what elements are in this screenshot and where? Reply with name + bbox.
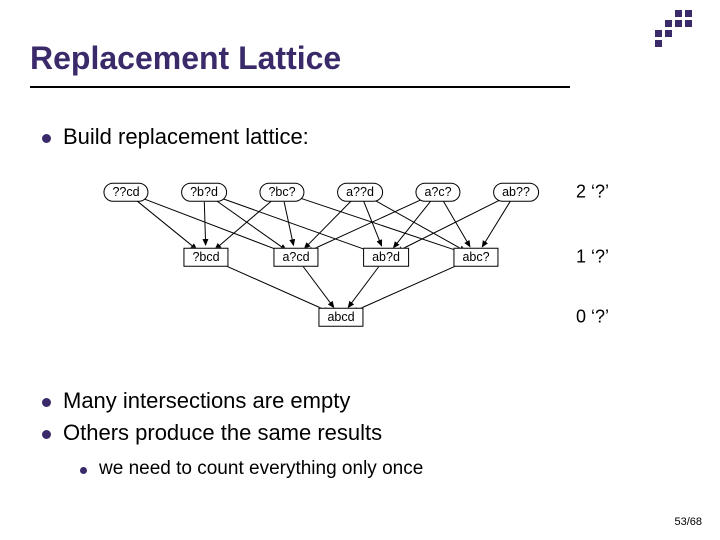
corner-dot (655, 40, 662, 47)
corner-dot (665, 10, 672, 17)
bullet-item: Others produce the same results (42, 420, 382, 446)
corner-dot (685, 20, 692, 27)
lattice-node: a??d (337, 183, 383, 202)
corner-dot (675, 40, 682, 47)
corner-dot (655, 30, 662, 37)
corner-dot (665, 30, 672, 37)
page-number: 53/68 (674, 516, 702, 528)
lattice-row-tag: 2 ‘?’ (576, 182, 609, 203)
lattice-node: abc? (453, 248, 498, 267)
lattice-edge (213, 195, 374, 253)
bullet-text: Others produce the same results (63, 420, 382, 446)
title-underline (30, 86, 570, 88)
lattice-edge (215, 261, 330, 312)
lattice-edge (307, 196, 429, 252)
lattice-edge (482, 201, 510, 247)
lattice-node: ?bc? (259, 183, 304, 202)
lattice-edge (302, 265, 334, 307)
lattice-edge (135, 196, 284, 253)
corner-dot (665, 40, 672, 47)
lattice-node: ?b?d (181, 183, 227, 202)
bullet-dot-icon (42, 430, 51, 439)
bullet-dot-icon (42, 398, 51, 407)
corner-dot (665, 20, 672, 27)
corner-decoration (655, 10, 692, 47)
bullet-dot-icon (80, 467, 87, 474)
lattice-row-tag: 0 ‘?’ (576, 307, 609, 328)
bullet-text: Build replacement lattice: (63, 124, 309, 150)
corner-dot (685, 10, 692, 17)
bullet-item: we need to count everything only once (80, 458, 423, 480)
lattice-node: a?c? (415, 183, 460, 202)
lattice-node: a?cd (273, 248, 318, 267)
corner-dot (655, 20, 662, 27)
bullet-item: Build replacement lattice: (42, 124, 309, 150)
lattice-edge (443, 201, 470, 247)
slide-root: Replacement Lattice Build replacement la… (0, 0, 720, 540)
lattice-edge (348, 265, 380, 307)
lattice-node: abcd (318, 308, 363, 327)
lattice-edge (364, 201, 382, 246)
lattice-edge (304, 199, 353, 248)
lattice-edge (291, 195, 464, 253)
lattice-edge (204, 202, 205, 245)
bullet-dot-icon (42, 134, 51, 143)
lattice-node: ab?? (493, 183, 539, 202)
lattice-node: ?bcd (183, 248, 228, 267)
bullet-text: Many intersections are empty (63, 388, 350, 414)
corner-dot (675, 10, 682, 17)
bullet-text: we need to count everything only once (99, 458, 423, 480)
lattice-node: ??cd (103, 183, 148, 202)
lattice-node: ab?d (363, 248, 409, 267)
corner-dot (685, 30, 692, 37)
corner-dot (685, 40, 692, 47)
replacement-lattice-diagram: ??cd ?b?d ?bc? a??d a?c? ab?? ?bcd a?cd ab?d abc?… (96, 172, 636, 362)
bullet-item: Many intersections are empty (42, 388, 350, 414)
corner-dot (675, 20, 682, 27)
corner-dot (655, 10, 662, 17)
lattice-edge (352, 261, 467, 312)
corner-dot (675, 30, 682, 37)
lattice-edge (134, 198, 197, 249)
lattice-row-tag: 1 ‘?’ (576, 247, 609, 268)
slide-title: Replacement Lattice (30, 40, 341, 77)
